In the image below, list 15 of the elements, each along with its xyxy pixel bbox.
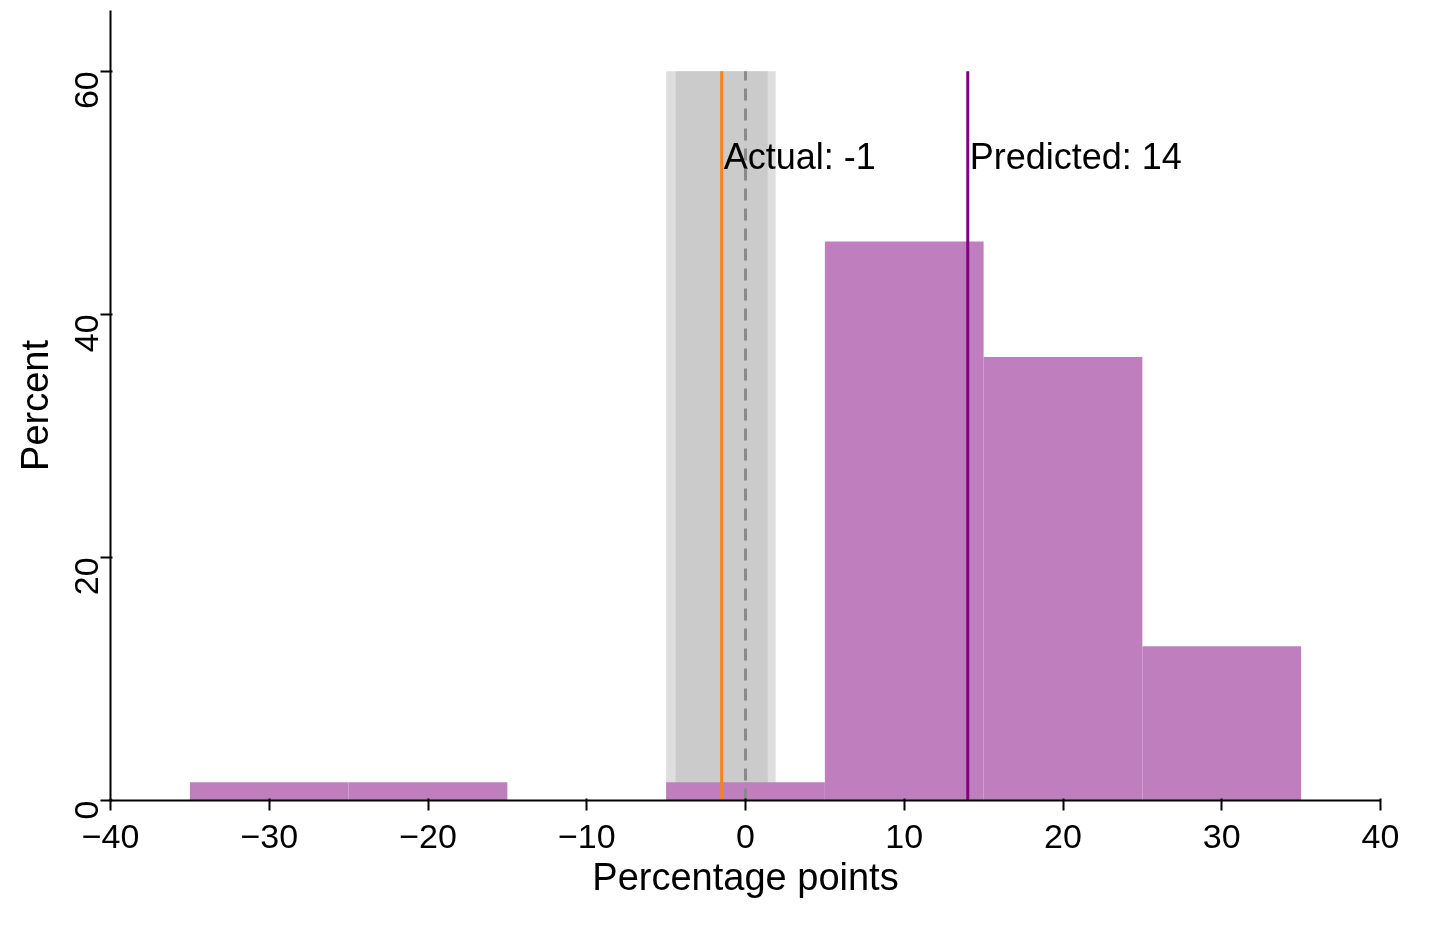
- ref-line-label: Predicted: 14: [969, 136, 1182, 178]
- x-tick-label: −10: [557, 816, 616, 855]
- y-tick-label: 20: [67, 557, 105, 596]
- y-tick-label: 40: [67, 314, 105, 353]
- y-tick-label: 60: [67, 71, 105, 110]
- x-tick-label: 20: [1044, 816, 1082, 855]
- x-tick-label: 30: [1202, 816, 1241, 855]
- y-axis-title: Percent: [13, 339, 56, 471]
- x-tick-label: −30: [240, 816, 299, 855]
- x-tick-label: 0: [736, 816, 755, 855]
- x-tick-label: −20: [399, 816, 457, 855]
- x-axis-title: Percentage points: [592, 855, 899, 898]
- x-tick-label: 40: [1361, 816, 1400, 855]
- x-tick-label: 10: [885, 816, 924, 855]
- ref-line-label: Actual: -1: [723, 136, 876, 178]
